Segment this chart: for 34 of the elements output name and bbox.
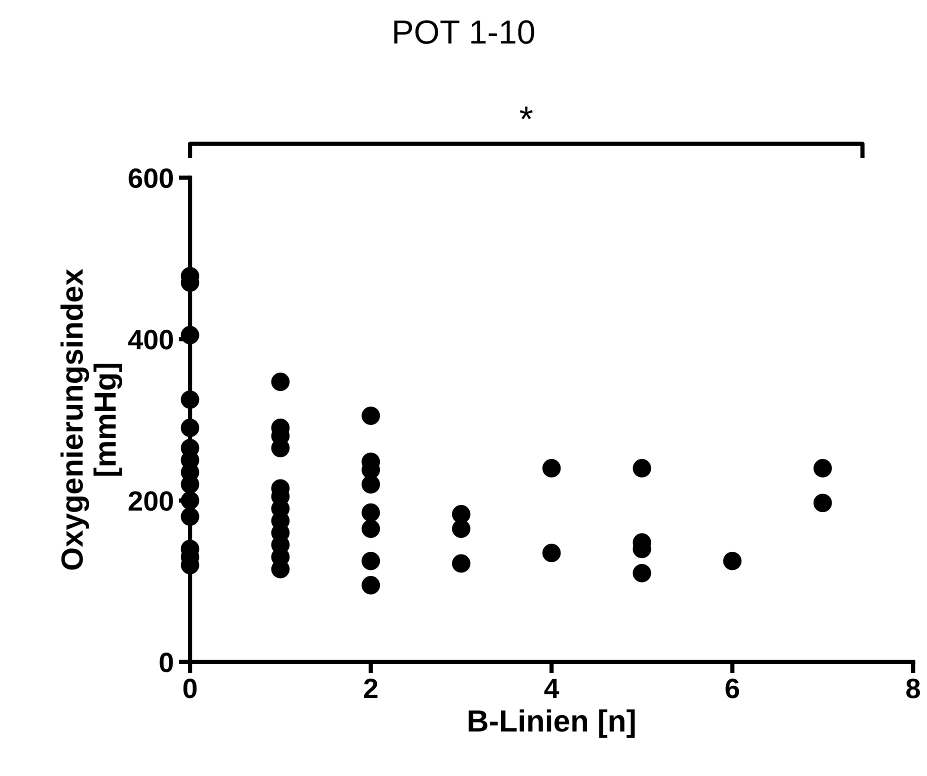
point xyxy=(632,459,652,478)
point xyxy=(180,326,200,344)
point xyxy=(632,564,652,582)
x-tick-label: 2 xyxy=(364,678,378,698)
x-axis-title: B-Linien [n] xyxy=(468,709,635,738)
point xyxy=(542,544,561,562)
y-tick-label: 400 xyxy=(128,330,173,350)
y-axis-title: Oxygenierungsindex [mmHg] xyxy=(60,268,122,570)
y-tick-label: 0 xyxy=(160,652,173,672)
y-tick-label: 200 xyxy=(128,491,173,511)
point xyxy=(362,520,380,538)
x-tick-label: 6 xyxy=(726,678,740,698)
text: * xyxy=(520,106,533,120)
point xyxy=(814,459,832,478)
chart-title: POT 1-10 xyxy=(394,20,534,44)
y-tick-label: 600 xyxy=(128,168,173,188)
point xyxy=(180,418,200,438)
point xyxy=(180,390,200,409)
point xyxy=(362,503,380,522)
point xyxy=(362,475,380,494)
x-tick-label: 8 xyxy=(906,678,920,698)
point xyxy=(814,494,832,512)
point xyxy=(362,576,380,594)
point xyxy=(452,554,470,573)
x-tick-label: 0 xyxy=(183,678,197,698)
point xyxy=(180,507,200,526)
point xyxy=(271,372,290,392)
point xyxy=(362,406,380,425)
point xyxy=(452,520,470,538)
x-tick-label: 4 xyxy=(544,678,560,698)
point xyxy=(362,552,380,570)
point xyxy=(542,459,561,478)
point xyxy=(723,552,742,570)
point xyxy=(180,491,200,510)
